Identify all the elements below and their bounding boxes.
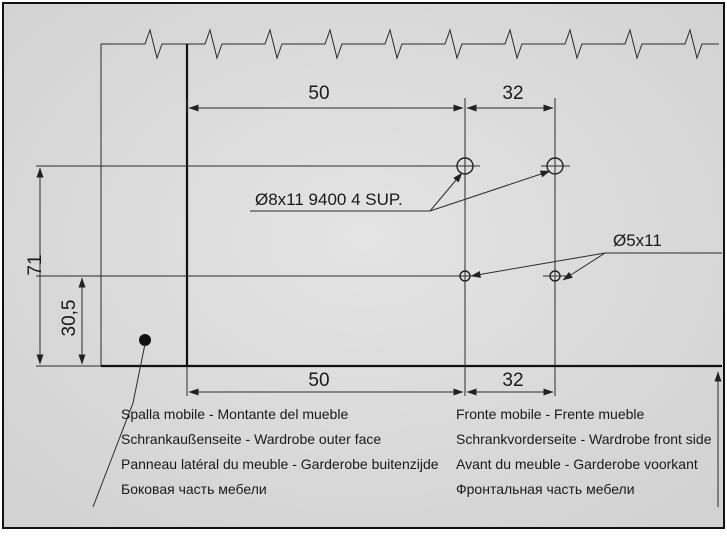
hole-upper-right bbox=[541, 152, 570, 180]
callout-small-holes: Ø5x11 bbox=[613, 231, 662, 250]
legend-front-line-2: Schrankvorderseite - Wardrobe front side bbox=[456, 431, 712, 447]
vertical-dimensions: 71 30,5 bbox=[25, 167, 101, 367]
legend-side-line-2: Schrankaußenseite - Wardrobe outer face bbox=[121, 431, 381, 447]
drawing-panel bbox=[2, 2, 725, 529]
leader-side-panel bbox=[92, 343, 146, 508]
dim-bottom-right-value: 32 bbox=[502, 370, 523, 391]
bottom-dimensions: 50 32 bbox=[188, 370, 554, 396]
legend-front-line-4: Фронтальная часть мебели bbox=[456, 481, 635, 497]
dim-top-left-value: 50 bbox=[308, 83, 329, 104]
legend-side-panel: Spalla mobile - Montante del mueble Schr… bbox=[121, 406, 439, 497]
hole-upper-left bbox=[451, 152, 480, 180]
extension-lines bbox=[36, 98, 556, 396]
legend-front-side: Fronte mobile - Frente mueble Schrankvor… bbox=[456, 406, 712, 497]
legend-side-line-3: Panneau latéral du meuble - Garderobe bu… bbox=[121, 456, 439, 472]
legend-front-line-1: Fronte mobile - Frente mueble bbox=[456, 406, 645, 422]
legend-front-line-3: Avant du meuble - Garderobe voorkant bbox=[456, 456, 698, 472]
callout-leaders: Ø8x11 9400 4 SUP. Ø5x11 bbox=[250, 170, 722, 281]
legend-side-line-4: Боковая часть мебели bbox=[121, 481, 267, 497]
dim-height-total-value: 71 bbox=[25, 254, 46, 275]
dim-top-right-value: 32 bbox=[502, 83, 523, 104]
dim-height-lower-value: 30,5 bbox=[59, 300, 80, 337]
top-dimensions: 50 32 bbox=[188, 83, 554, 112]
leader-hinge-holes-right bbox=[429, 170, 551, 212]
dim-bottom-left-value: 50 bbox=[308, 370, 329, 391]
break-line bbox=[101, 28, 719, 60]
side-panel-marker-dot bbox=[139, 334, 151, 346]
leader-small-holes-left bbox=[470, 252, 606, 278]
wardrobe-outline bbox=[100, 28, 722, 368]
legend-leaders bbox=[92, 334, 722, 508]
callout-hinge-holes: Ø8x11 9400 4 SUP. bbox=[255, 190, 403, 209]
legend-side-line-1: Spalla mobile - Montante del mueble bbox=[121, 406, 348, 422]
